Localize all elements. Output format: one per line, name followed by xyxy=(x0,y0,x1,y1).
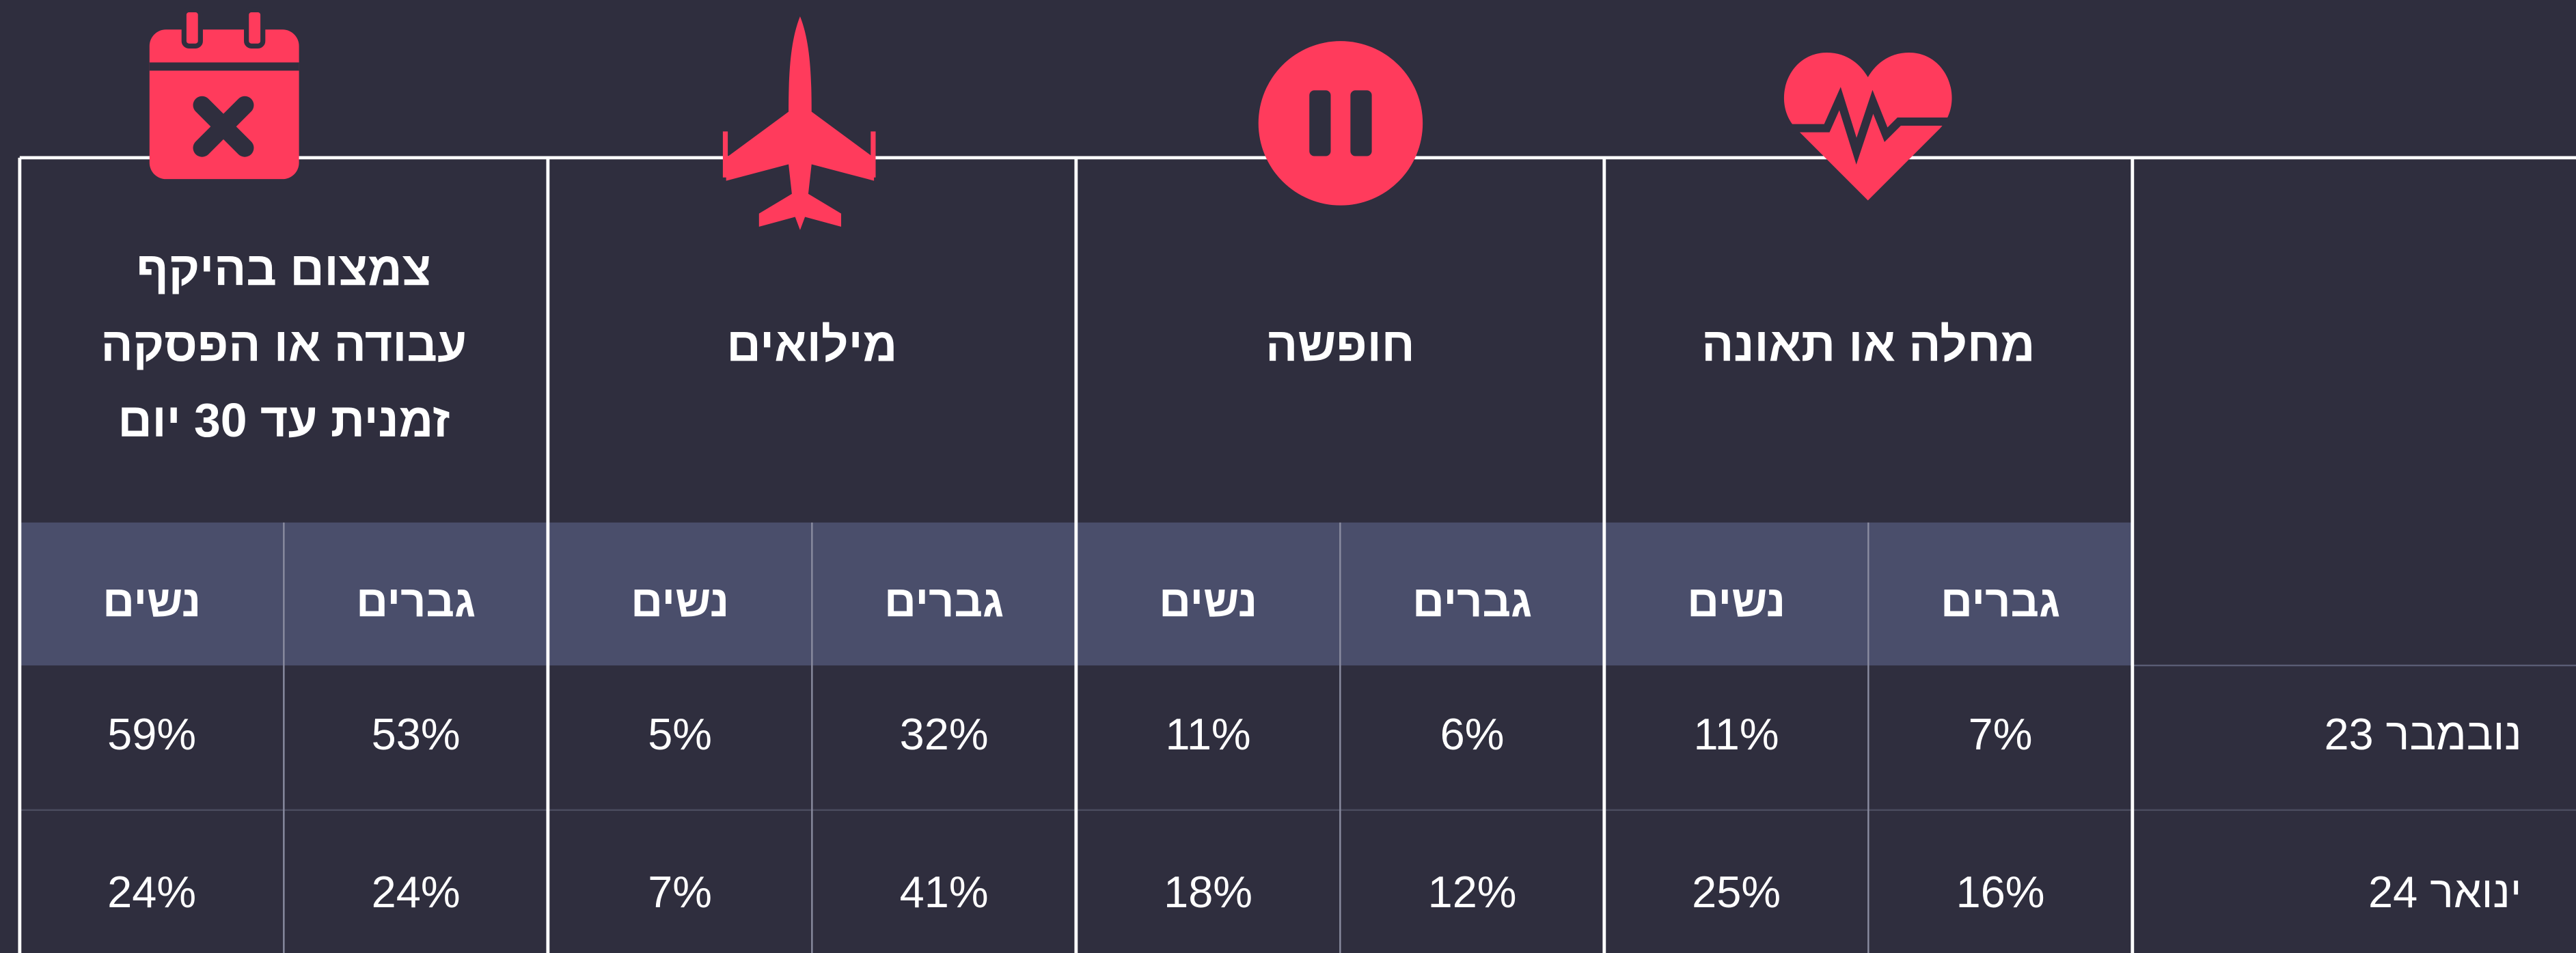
cell-value: 6% xyxy=(1440,709,1505,759)
cell-value: 18% xyxy=(1164,867,1252,917)
cell-value: 16% xyxy=(1956,867,2045,917)
group-header: זמנית עד 30 יום xyxy=(118,393,450,447)
cell-value: 59% xyxy=(107,709,196,759)
calendar-icon xyxy=(149,7,299,180)
subheader: גברים xyxy=(884,576,1004,626)
cell-value: 41% xyxy=(900,867,989,917)
subheader: גברים xyxy=(1941,576,2060,626)
cell-value: 25% xyxy=(1692,867,1781,917)
group-header: עבודה או הפסקה xyxy=(101,318,467,371)
subheader: גברים xyxy=(356,576,476,626)
subheader: גברים xyxy=(1412,576,1532,626)
row-label: נובמבר 23 xyxy=(2324,709,2521,759)
cell-value: 32% xyxy=(900,709,989,759)
cell-value: 24% xyxy=(107,867,196,917)
subheader: נשים xyxy=(102,576,201,626)
group-header: צמצום בהיקף xyxy=(137,243,431,296)
cell-value: 7% xyxy=(648,867,712,917)
pause-icon xyxy=(1258,41,1423,206)
group-header: מילואים xyxy=(726,318,897,371)
group-header: חופשה xyxy=(1265,318,1415,371)
cell-value: 53% xyxy=(372,709,461,759)
cell-value: 7% xyxy=(1969,709,2033,759)
cell-value: 11% xyxy=(1166,709,1251,759)
jet-icon xyxy=(722,16,876,230)
cell-value: 5% xyxy=(648,709,712,759)
cells: מחלה או תאונה גברים נשים חופשה גברים נשים מילו… xyxy=(101,243,2522,917)
cell-value: 11% xyxy=(1694,709,1779,759)
row-label: ינואר 24 xyxy=(2368,867,2522,917)
subheader: נשים xyxy=(1687,576,1785,626)
subheader: נשים xyxy=(631,576,729,626)
heart-icon xyxy=(1783,52,1952,201)
subheader: נשים xyxy=(1159,576,1257,626)
grid xyxy=(18,156,2576,953)
cell-value: 24% xyxy=(372,867,461,917)
group-header: מחלה או תאונה xyxy=(1701,318,2035,371)
cell-value: 12% xyxy=(1428,867,1517,917)
